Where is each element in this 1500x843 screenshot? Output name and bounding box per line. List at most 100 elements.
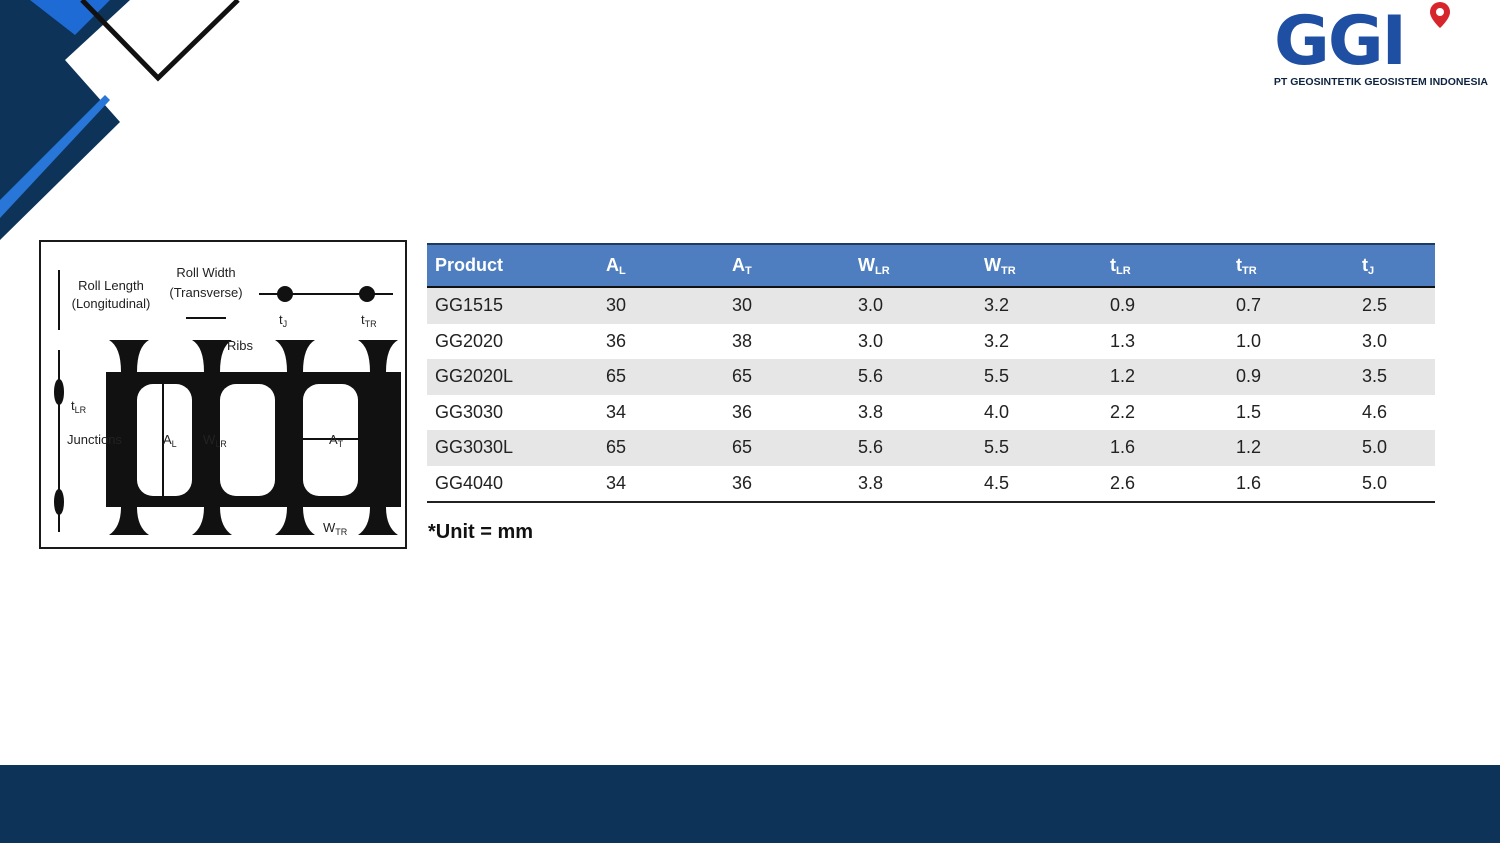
table-cell: 5.0 [1362,437,1388,458]
symbol-sub: J [283,319,288,329]
symbol-label: WTR [323,520,348,537]
symbol-main: A [163,432,172,447]
junctions-label: Junctions [67,432,122,447]
table-cell: GG2020 [435,330,504,351]
table-cell: 3.0 [858,295,884,316]
table-cell: 5.6 [858,437,884,458]
table-cell: GG1515 [435,295,504,316]
geogrid-diagram: Roll Length (Longitudinal) Roll Width (T… [39,240,407,549]
table-cell: 0.7 [1236,295,1262,316]
header-cell: WLR [850,255,976,277]
symbol-label: tLR [71,398,87,415]
table-cell: 1.6 [1236,472,1262,493]
spec-table: Product AL AT WLR WTR tLR tTR tJ GG1515 30 30 3.0 3.… [427,243,1435,503]
table-cell: 3.0 [1362,330,1388,351]
symbol-label: tJ [279,312,287,329]
table-cell: 3.5 [1362,366,1388,387]
table-cell: 5.6 [858,366,884,387]
symbol-sub: T [338,439,344,449]
table-cell: 34 [606,401,627,422]
header-sub: TR [1001,264,1016,277]
header-cell: Product [427,255,598,276]
header-text: t [1362,254,1368,275]
symbol-label: AT [329,432,344,449]
header-cell: tTR [1228,255,1354,277]
header-text: A [606,254,619,275]
symbol-main: t [279,312,283,327]
header-cell: tLR [1102,255,1228,277]
table-cell: GG3030 [435,401,504,422]
table-cell: 2.5 [1362,295,1388,316]
table-cell: 4.0 [984,401,1010,422]
table-cell: 36 [606,330,627,351]
table-cell: 3.2 [984,330,1010,351]
footer-band [0,765,1500,843]
symbol-label: AL [163,432,177,449]
symbol-label: WLR [203,432,227,449]
symbol-sub: LR [75,405,87,415]
table-cell: GG2020L [435,366,514,387]
table-cell: 65 [606,366,627,387]
header-text: W [858,254,875,275]
table-cell: 65 [732,366,753,387]
table-cell: 0.9 [1236,366,1262,387]
table-cell: 30 [606,295,627,316]
symbol-sub: LR [215,439,227,449]
header-text: Product [435,255,504,275]
table-cell: 1.2 [1110,366,1136,387]
table-cell: 1.5 [1236,401,1262,422]
header-sub: LR [1116,264,1131,277]
table-row: GG2020L 65 65 5.6 5.5 1.2 0.9 3.5 [427,359,1435,395]
roll-length-label: Roll Length [78,278,144,293]
header-cell: AT [724,255,850,277]
symbol-main: W [323,520,336,535]
table-cell: 1.0 [1236,330,1262,351]
table-cell: 2.2 [1110,401,1136,422]
table-rule [427,501,1435,503]
table-cell: GG3030L [435,437,514,458]
table-cell: 2.6 [1110,472,1136,493]
header-sub: J [1368,264,1375,277]
symbol-sub: TR [365,319,377,329]
header-cell: WTR [976,255,1102,277]
table-cell: 1.6 [1110,437,1136,458]
table-cell: 5.5 [984,437,1010,458]
symbol-sub: TR [335,527,347,537]
logo-mark: GGI [1274,2,1407,81]
table-cell: 5.0 [1362,472,1388,493]
table-cell: 1.3 [1110,330,1136,351]
table-cell: 65 [606,437,627,458]
ribs-label: Ribs [227,338,254,353]
table-cell: 3.2 [984,295,1010,316]
symbol-label: tTR [361,312,377,329]
table-cell: 3.8 [858,401,884,422]
table-cell: 1.2 [1236,437,1262,458]
table-row: GG3030 34 36 3.8 4.0 2.2 1.5 4.6 [427,395,1435,431]
table-cell: 36 [732,401,753,422]
table-row: GG2020 36 38 3.0 3.2 1.3 1.0 3.0 [427,324,1435,360]
table-cell: 4.6 [1362,401,1388,422]
table-cell: 30 [732,295,753,316]
table-row: GG3030L 65 65 5.6 5.5 1.6 1.2 5.0 [427,430,1435,466]
header-cell: AL [598,255,724,277]
table-cell: 38 [732,330,753,351]
table-cell: 0.9 [1110,295,1136,316]
table-row: GG1515 30 30 3.0 3.2 0.9 0.7 2.5 [427,288,1435,324]
logo: GGI PT GEOSINTETIK GEOSISTEM INDONESIA [1270,0,1490,100]
header-text: W [984,254,1001,275]
table-cell: 34 [606,472,627,493]
unit-note: *Unit = mm [428,521,534,543]
roll-width-label: (Transverse) [169,285,242,300]
symbol-main: t [361,312,365,327]
roll-length-label: (Longitudinal) [72,296,151,311]
header-text: A [732,254,745,275]
table-cell: 5.5 [984,366,1010,387]
company-name: PT GEOSINTETIK GEOSISTEM INDONESIA [1273,76,1488,88]
symbol-main: W [203,432,216,447]
header-sub: LR [875,264,890,277]
symbol-main: t [71,398,75,413]
header-sub: L [619,264,626,277]
table-cell: 3.0 [858,330,884,351]
symbol-main: A [329,432,338,447]
